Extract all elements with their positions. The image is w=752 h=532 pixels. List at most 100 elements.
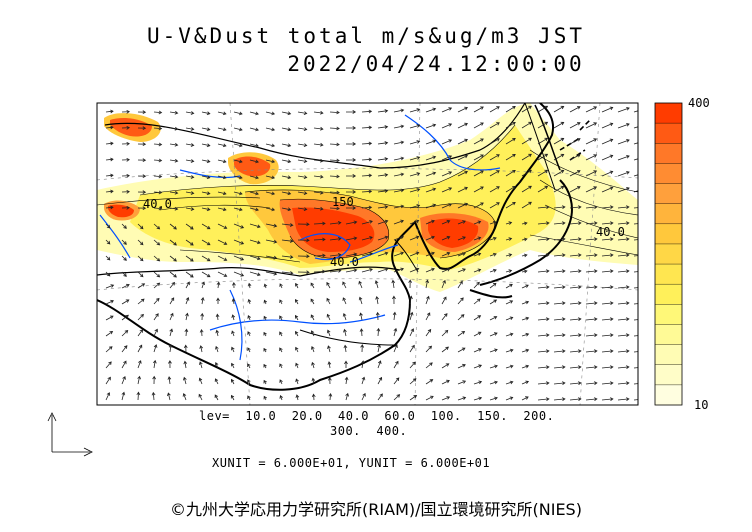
wind-arrow bbox=[409, 267, 420, 273]
wind-arrow bbox=[489, 186, 500, 193]
wind-arrow bbox=[585, 333, 598, 338]
wind-arrow bbox=[375, 311, 380, 321]
wind-arrow bbox=[233, 271, 245, 277]
wind-arrow bbox=[425, 312, 431, 321]
wind-arrow bbox=[441, 267, 451, 273]
wind-arrow bbox=[521, 269, 528, 274]
wind-arrow bbox=[553, 221, 566, 226]
wind-arrow bbox=[230, 394, 235, 401]
wind-arrow bbox=[521, 396, 529, 401]
wind-arrow bbox=[505, 138, 516, 145]
wind-arrow bbox=[231, 378, 235, 385]
wind-arrow bbox=[198, 377, 203, 385]
wind-arrow bbox=[153, 174, 163, 179]
wind-arrow bbox=[233, 239, 245, 245]
wind-arrow bbox=[281, 111, 292, 116]
wind-arrow bbox=[329, 237, 342, 241]
wind-arrow bbox=[185, 143, 195, 147]
wind-arrow bbox=[473, 138, 484, 145]
wind-arrow bbox=[327, 377, 332, 385]
wind-arrow bbox=[361, 109, 373, 114]
wind-arrow bbox=[505, 283, 513, 289]
wind-arrow bbox=[457, 268, 466, 273]
wind-arrow bbox=[279, 299, 283, 305]
wind-arrow bbox=[457, 138, 468, 145]
wind-arrow bbox=[425, 362, 433, 369]
wind-arrow bbox=[521, 201, 532, 209]
wind-arrow bbox=[489, 348, 498, 353]
wind-arrow bbox=[326, 297, 331, 305]
wind-arrow bbox=[393, 108, 405, 113]
wind-arrow bbox=[521, 221, 528, 226]
wind-arrow bbox=[169, 142, 179, 147]
wind-arrow bbox=[425, 171, 437, 177]
wind-arrow bbox=[279, 379, 283, 385]
wind-arrow bbox=[633, 190, 638, 193]
wind-arrow bbox=[297, 238, 310, 243]
wind-arrow bbox=[198, 393, 203, 401]
wind-arrow bbox=[585, 317, 598, 322]
wind-arrow bbox=[601, 269, 614, 274]
wind-arrow bbox=[441, 313, 448, 321]
wind-arrow bbox=[633, 335, 638, 337]
wind-arrow bbox=[505, 269, 513, 273]
wind-arrow bbox=[169, 271, 177, 278]
wind-arrow bbox=[105, 284, 115, 289]
wind-arrow bbox=[216, 281, 221, 289]
wind-arrow bbox=[201, 271, 211, 278]
wind-arrow bbox=[121, 271, 127, 277]
wind-arrow bbox=[505, 170, 516, 177]
wind-arrow bbox=[473, 186, 484, 193]
wind-arrow bbox=[505, 202, 516, 209]
wind-arrow bbox=[233, 143, 243, 148]
wind-arrow bbox=[201, 255, 211, 262]
wind-arrow bbox=[393, 204, 405, 209]
wind-arrow bbox=[311, 377, 316, 385]
wind-arrow bbox=[249, 127, 259, 132]
wind-arrow bbox=[505, 154, 516, 161]
wind-arrow bbox=[633, 383, 638, 385]
wind-arrow bbox=[408, 279, 413, 289]
wind-arrow bbox=[425, 123, 437, 129]
wind-arrow bbox=[374, 280, 379, 289]
wind-arrow bbox=[121, 283, 130, 289]
wind-arrow bbox=[425, 187, 437, 193]
wind-arrow bbox=[247, 331, 251, 337]
wind-arrow bbox=[346, 206, 357, 210]
wind-arrow bbox=[377, 141, 389, 145]
wind-arrow bbox=[313, 110, 324, 115]
wind-arrow bbox=[153, 328, 158, 337]
wind-arrow bbox=[361, 268, 373, 273]
wind-arrow bbox=[342, 281, 347, 289]
wind-arrow bbox=[489, 236, 497, 241]
wind-arrow bbox=[425, 155, 437, 161]
wind-arrow bbox=[633, 399, 638, 401]
wind-arrow bbox=[375, 295, 380, 305]
wind-arrow bbox=[409, 219, 420, 225]
wind-arrow bbox=[393, 124, 405, 129]
wind-arrow bbox=[457, 280, 463, 289]
wind-arrow bbox=[263, 347, 267, 353]
wind-arrow bbox=[457, 220, 466, 225]
wind-arrow bbox=[457, 363, 466, 369]
wind-arrow bbox=[585, 301, 598, 306]
wind-arrow bbox=[537, 153, 549, 161]
wind-arrow bbox=[105, 392, 111, 401]
wind-arrow bbox=[346, 142, 357, 146]
wind-arrow bbox=[327, 345, 331, 353]
wind-arrow bbox=[231, 346, 235, 353]
wind-arrow bbox=[184, 328, 189, 337]
wind-arrow bbox=[345, 392, 349, 401]
wind-arrow bbox=[295, 378, 299, 385]
wind-arrow bbox=[393, 219, 405, 225]
level-list-line1: lev= 10.0 20.0 40.0 60.0 100. 150. 200. bbox=[199, 409, 555, 423]
wind-arrow bbox=[617, 139, 630, 145]
wind-arrow bbox=[297, 175, 308, 179]
wind-arrow bbox=[425, 107, 437, 113]
wind-arrow bbox=[153, 255, 161, 262]
wind-arrow bbox=[295, 346, 299, 353]
wind-arrow bbox=[377, 189, 389, 193]
wind-arrow bbox=[265, 255, 278, 260]
wind-arrow bbox=[473, 331, 482, 337]
wind-arrow bbox=[361, 220, 373, 225]
